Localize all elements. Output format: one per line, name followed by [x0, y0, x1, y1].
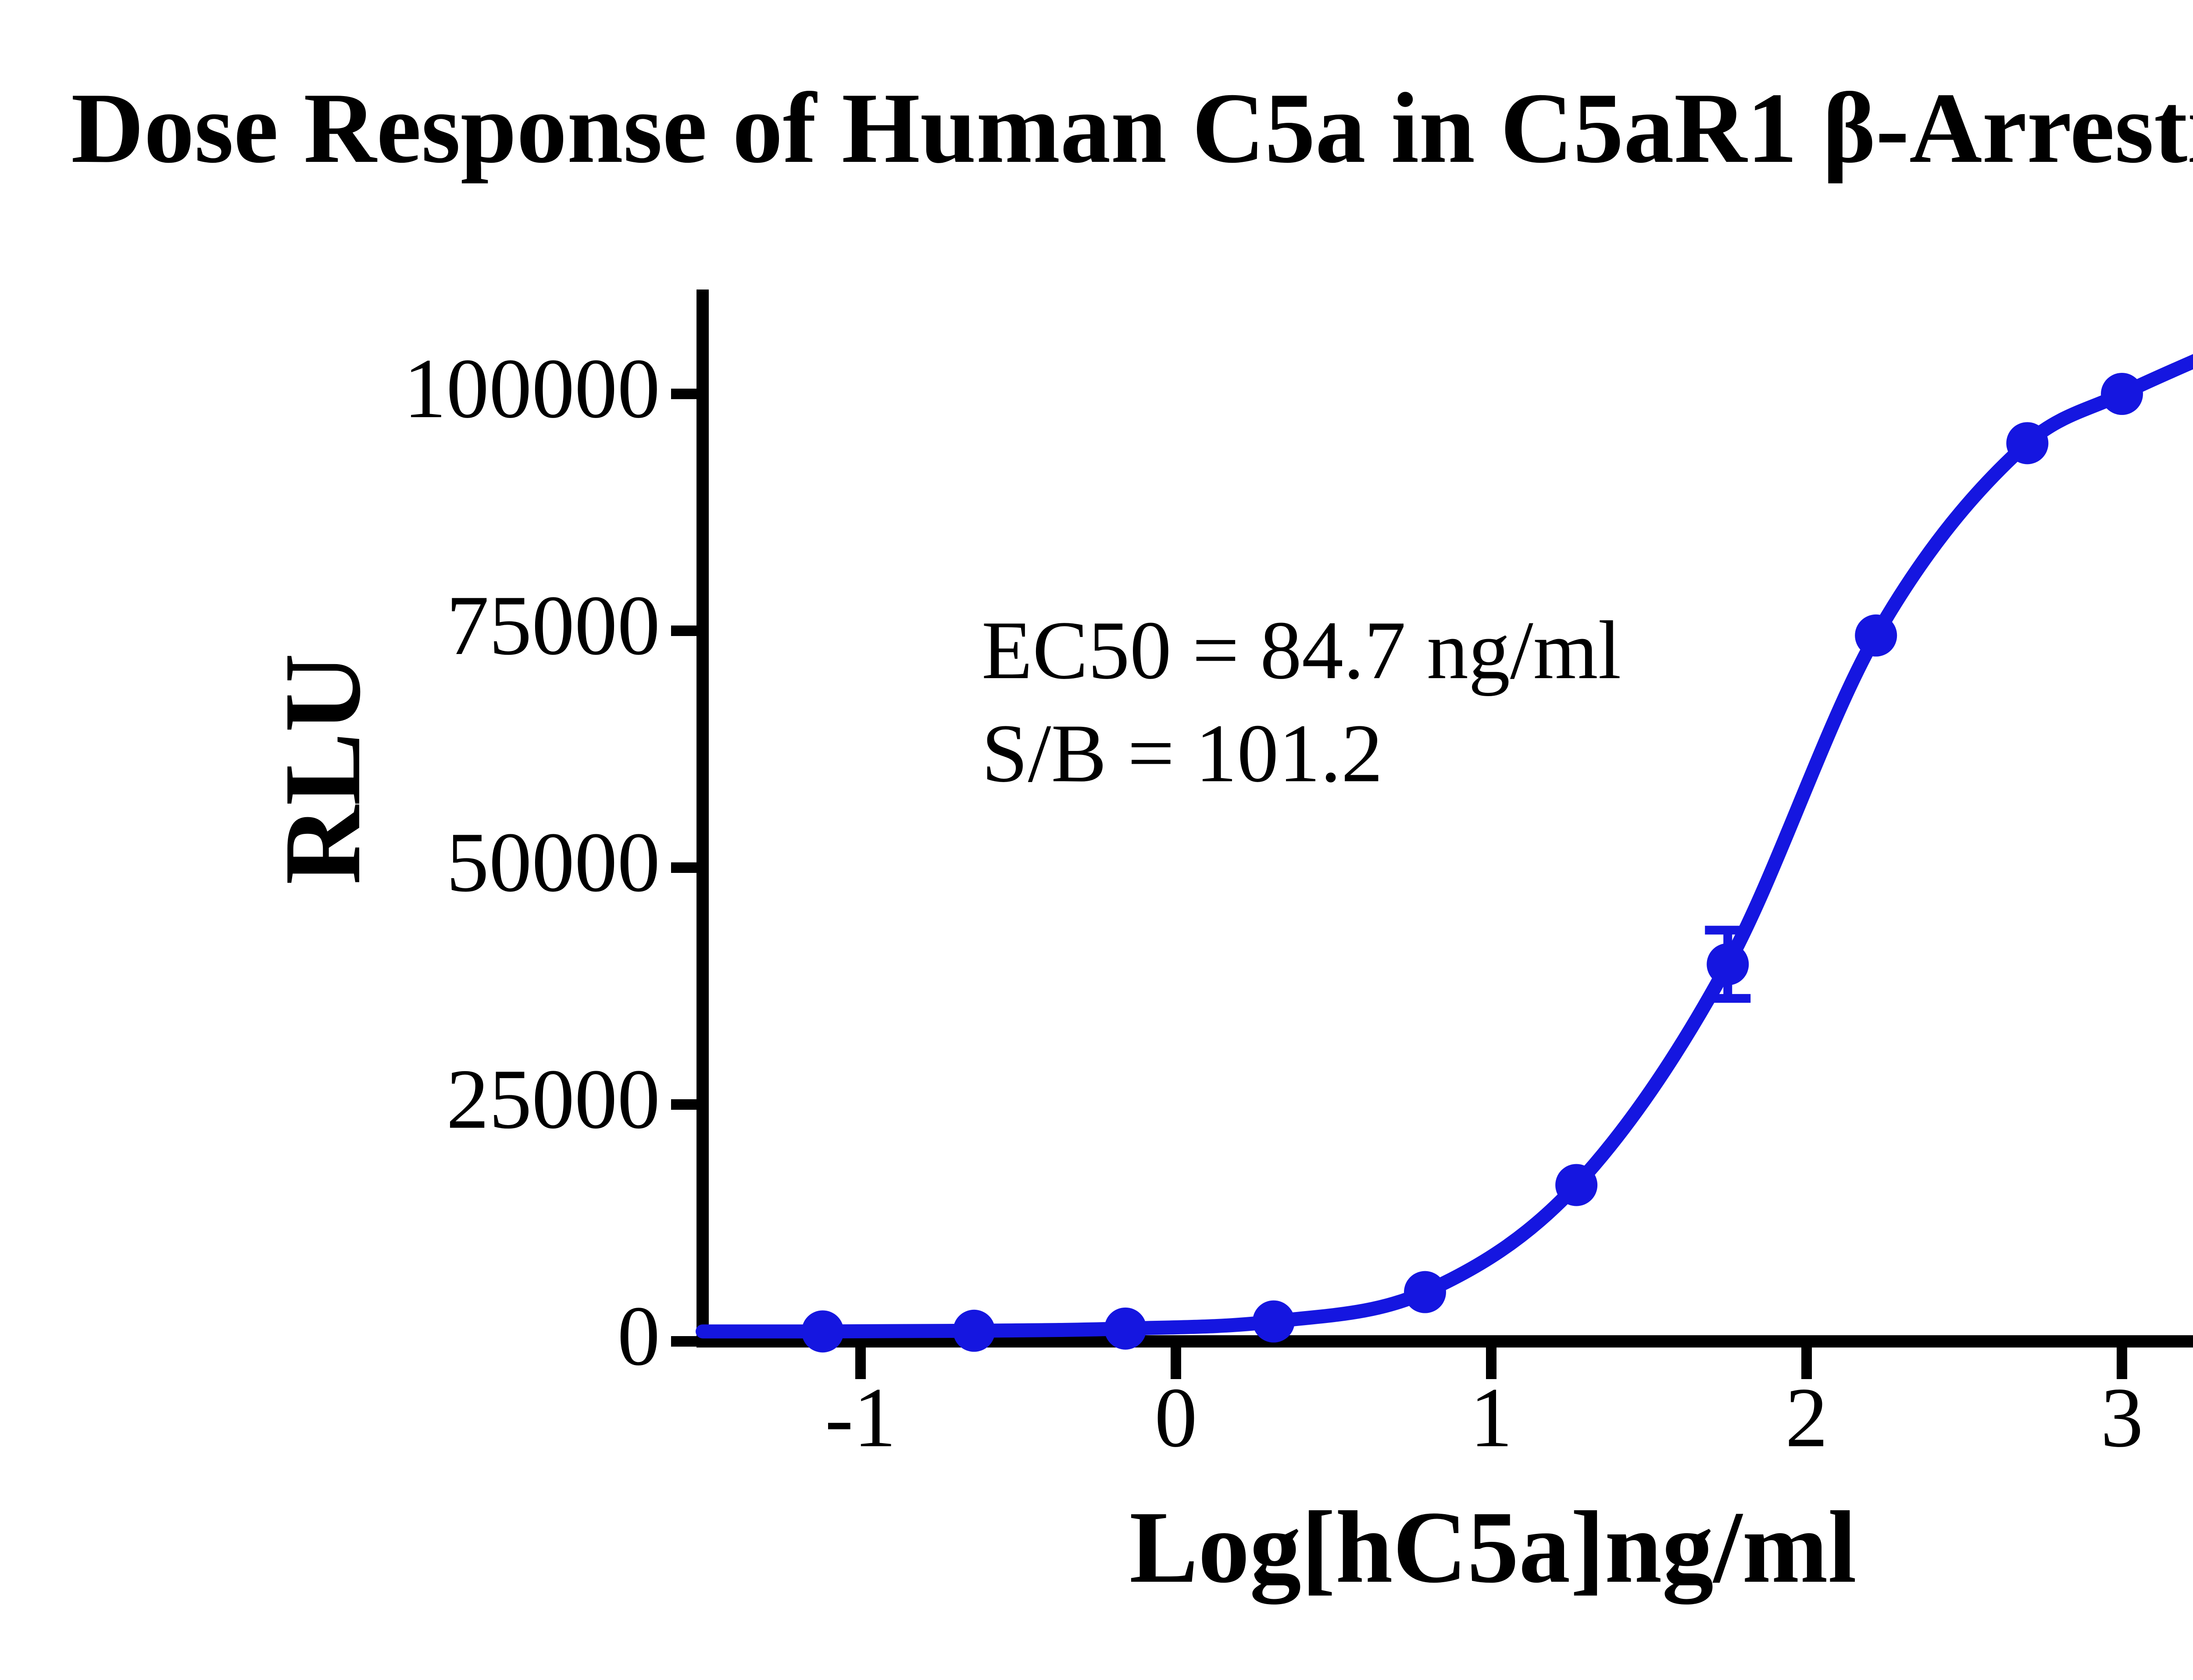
data-point	[2101, 373, 2143, 415]
y-tick-label: 25000	[446, 1052, 661, 1147]
chart-title: Dose Response of Human C5a in C5aR1 β-Ar…	[71, 72, 2193, 184]
y-tick-label: 100000	[404, 341, 660, 436]
data-point	[1855, 614, 1897, 657]
data-point	[1707, 943, 1749, 986]
data-point	[1404, 1271, 1447, 1313]
annotation-ec50: EC50 = 84.7 ng/ml	[982, 604, 1622, 697]
x-tick-label: -1	[825, 1370, 896, 1465]
x-tick-label: 3	[2100, 1370, 2143, 1465]
x-tick-label: 0	[1154, 1370, 1197, 1465]
y-axis-title: RLU	[262, 653, 383, 885]
annotation-block: EC50 = 84.7 ng/ml S/B = 101.2	[982, 599, 1621, 805]
y-tick-label: 0	[617, 1289, 661, 1383]
x-axis-title: Log[hC5a]ng/ml	[1129, 1490, 1857, 1604]
data-point	[1252, 1300, 1295, 1343]
data-point	[2006, 422, 2049, 465]
x-tick-label: 2	[1785, 1370, 1828, 1465]
y-tick-label: 75000	[446, 578, 661, 673]
annotation-sb: S/B = 101.2	[982, 708, 1383, 800]
data-point	[953, 1309, 995, 1352]
x-tick-label: 1	[1470, 1370, 1513, 1465]
data-point	[1104, 1307, 1147, 1350]
data-point	[1555, 1164, 1598, 1206]
dose-response-curve	[696, 354, 2193, 1339]
y-tick-label: 50000	[446, 815, 661, 910]
data-point	[801, 1310, 844, 1353]
